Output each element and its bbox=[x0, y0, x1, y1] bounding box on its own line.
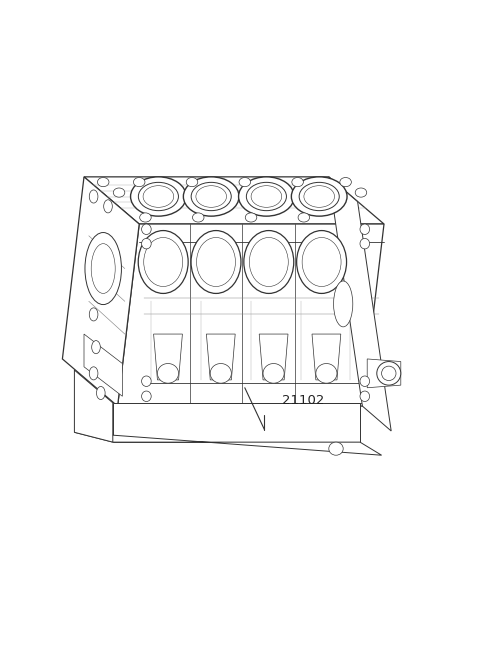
Polygon shape bbox=[62, 177, 139, 406]
Ellipse shape bbox=[113, 188, 125, 197]
Ellipse shape bbox=[334, 281, 353, 327]
Ellipse shape bbox=[142, 238, 151, 249]
Ellipse shape bbox=[360, 224, 370, 234]
Ellipse shape bbox=[360, 376, 370, 386]
Ellipse shape bbox=[89, 308, 98, 321]
Polygon shape bbox=[84, 334, 122, 396]
Polygon shape bbox=[84, 177, 384, 224]
Ellipse shape bbox=[142, 376, 151, 386]
Ellipse shape bbox=[299, 182, 339, 211]
Ellipse shape bbox=[360, 238, 370, 249]
Ellipse shape bbox=[89, 190, 98, 203]
Ellipse shape bbox=[89, 367, 98, 380]
Ellipse shape bbox=[291, 177, 347, 216]
Polygon shape bbox=[118, 224, 384, 406]
Ellipse shape bbox=[377, 362, 401, 385]
Ellipse shape bbox=[92, 341, 100, 354]
Ellipse shape bbox=[157, 364, 179, 383]
Ellipse shape bbox=[244, 231, 294, 293]
Ellipse shape bbox=[239, 177, 294, 216]
Polygon shape bbox=[259, 334, 288, 380]
Ellipse shape bbox=[263, 364, 284, 383]
Polygon shape bbox=[154, 334, 182, 380]
Ellipse shape bbox=[245, 213, 257, 222]
Ellipse shape bbox=[297, 231, 347, 293]
Ellipse shape bbox=[85, 233, 121, 305]
Ellipse shape bbox=[355, 188, 367, 197]
Ellipse shape bbox=[246, 182, 287, 211]
Ellipse shape bbox=[104, 200, 112, 213]
Ellipse shape bbox=[360, 391, 370, 402]
Ellipse shape bbox=[183, 177, 239, 216]
Ellipse shape bbox=[292, 178, 303, 187]
Ellipse shape bbox=[138, 231, 188, 293]
Polygon shape bbox=[113, 403, 360, 442]
Ellipse shape bbox=[316, 364, 337, 383]
Polygon shape bbox=[74, 370, 113, 442]
Ellipse shape bbox=[142, 224, 151, 234]
Ellipse shape bbox=[131, 177, 186, 216]
Ellipse shape bbox=[133, 178, 145, 187]
Text: 21102: 21102 bbox=[282, 394, 324, 407]
Ellipse shape bbox=[96, 386, 105, 400]
Ellipse shape bbox=[191, 182, 231, 211]
Ellipse shape bbox=[210, 364, 231, 383]
Ellipse shape bbox=[140, 213, 151, 222]
Polygon shape bbox=[367, 359, 401, 388]
Ellipse shape bbox=[186, 178, 198, 187]
Polygon shape bbox=[329, 177, 391, 431]
Ellipse shape bbox=[192, 213, 204, 222]
Ellipse shape bbox=[97, 178, 109, 187]
Ellipse shape bbox=[329, 442, 343, 455]
Polygon shape bbox=[206, 334, 235, 380]
Ellipse shape bbox=[340, 178, 351, 187]
Ellipse shape bbox=[138, 182, 179, 211]
Ellipse shape bbox=[239, 178, 251, 187]
Polygon shape bbox=[312, 334, 341, 380]
Ellipse shape bbox=[142, 391, 151, 402]
Ellipse shape bbox=[191, 231, 241, 293]
Polygon shape bbox=[74, 432, 382, 455]
Ellipse shape bbox=[298, 213, 310, 222]
